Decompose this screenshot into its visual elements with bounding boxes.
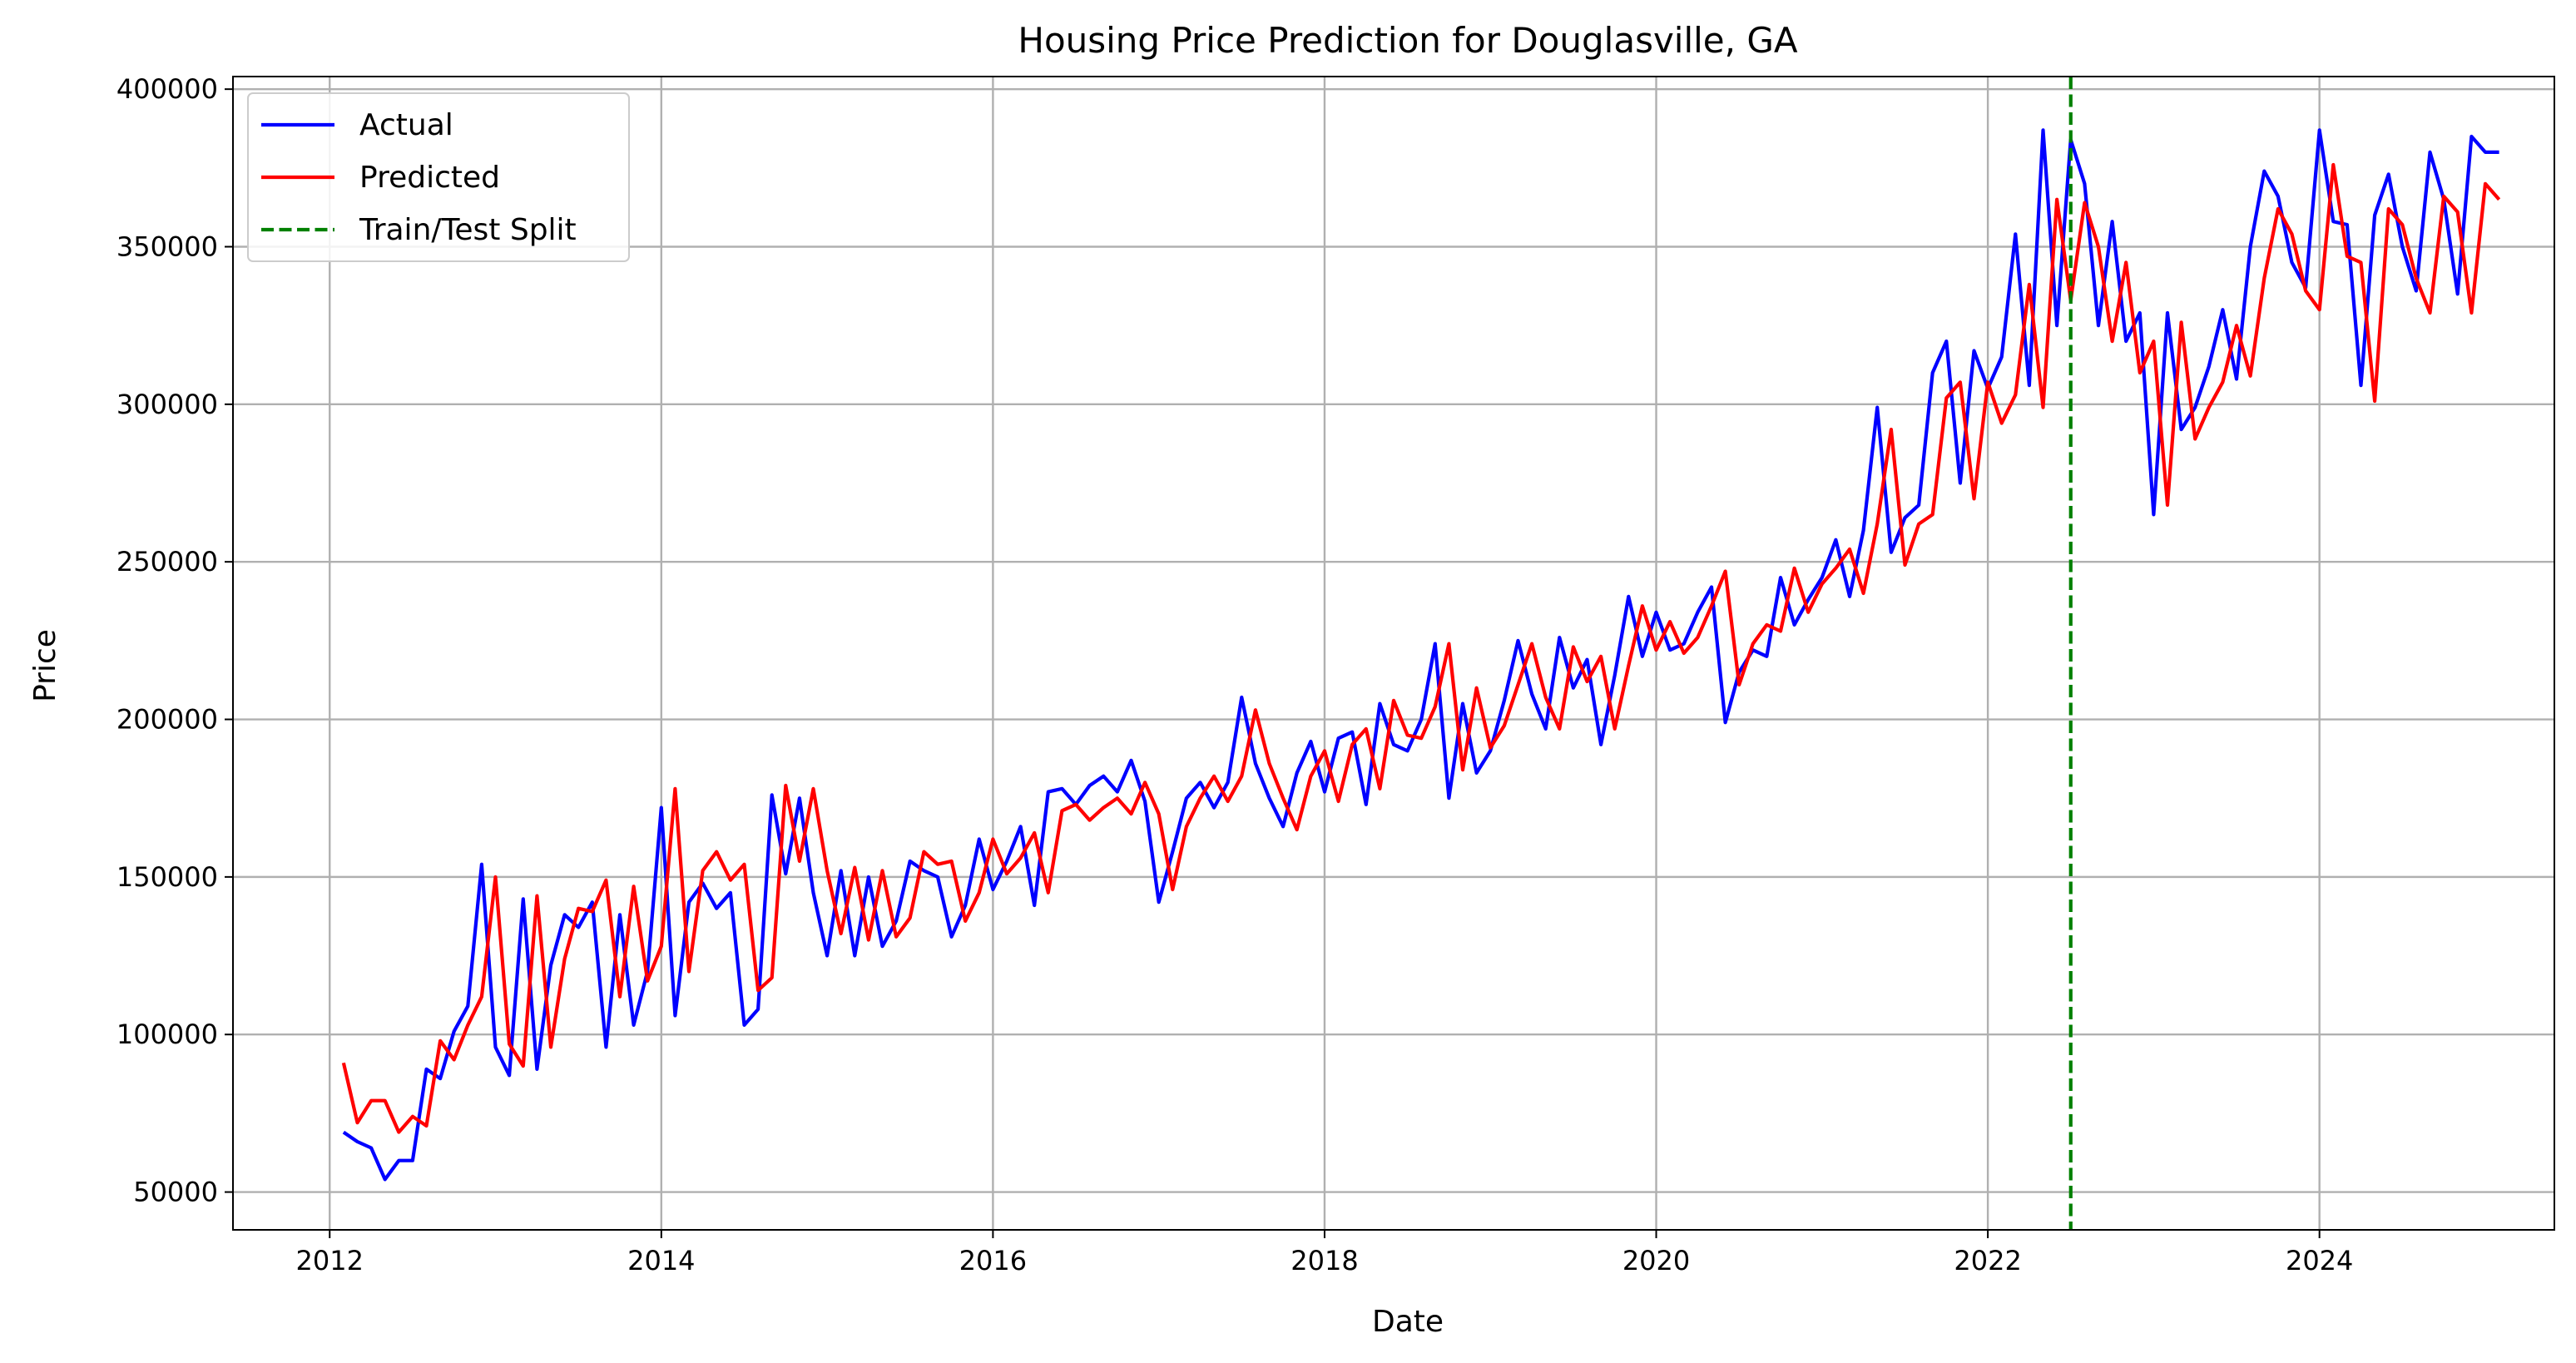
x-tick-label: 2018 [1290, 1245, 1358, 1276]
chart-title: Housing Price Prediction for Douglasvill… [1018, 20, 1798, 61]
x-tick-label: 2016 [959, 1245, 1027, 1276]
y-tick-label: 350000 [116, 230, 218, 262]
plot-frame [232, 76, 2555, 1231]
legend-label: Train/Test Split [359, 213, 577, 247]
x-tick-label: 2022 [1954, 1245, 2021, 1276]
grid-lines [233, 77, 2554, 1230]
legend-label: Predicted [359, 161, 500, 195]
legend-box [247, 92, 630, 262]
series-line-predicted [341, 162, 2501, 1134]
x-tick-label: 2024 [2286, 1245, 2353, 1276]
series-lines [341, 128, 2501, 1182]
axis-ticks: 2012 2014 2016 2018 2020 2022 2024 50000 100000 1… [116, 73, 2354, 1276]
y-tick-label: 250000 [116, 546, 218, 577]
y-tick-label: 400000 [116, 73, 218, 105]
y-tick-label: 100000 [116, 1019, 218, 1050]
y-tick-label: 150000 [116, 861, 218, 893]
x-tick-label: 2012 [296, 1245, 364, 1276]
x-axis-label: Date [1372, 1305, 1444, 1339]
legend-label: Actual [359, 108, 453, 142]
x-tick-label: 2014 [627, 1245, 695, 1276]
x-tick-label: 2020 [1622, 1245, 1690, 1276]
y-tick-label: 50000 [133, 1177, 218, 1208]
y-axis-label: Price [28, 629, 62, 702]
y-tick-label: 200000 [116, 704, 218, 736]
y-tick-label: 300000 [116, 389, 218, 420]
legend: Actual Predicted Train/Test Split [247, 92, 630, 262]
